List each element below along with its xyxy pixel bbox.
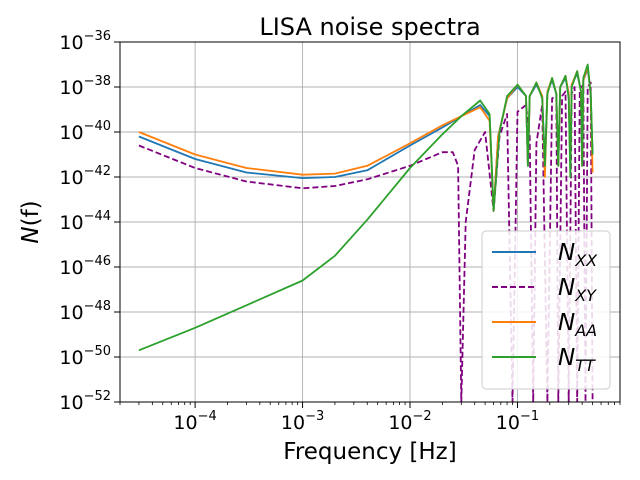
y-tick-exp: −48 <box>84 299 111 314</box>
legend-label-sub: XY <box>574 286 597 305</box>
y-tick-base: 10 <box>59 167 83 189</box>
y-tick-base: 10 <box>59 32 83 54</box>
legend-box <box>481 230 611 390</box>
legend-label-base: N <box>558 275 575 301</box>
legend-label-base: N <box>558 240 575 266</box>
y-tick-label: 10−52 <box>59 389 111 414</box>
y-tick-label: 10−44 <box>59 209 111 234</box>
x-axis-label: Frequency [Hz] <box>283 439 456 465</box>
x-tick-label: 10−2 <box>388 409 431 434</box>
y-tick-exp: −46 <box>84 254 111 269</box>
x-tick-exp: −1 <box>520 409 539 424</box>
y-tick-base: 10 <box>59 122 83 144</box>
y-tick-base: 10 <box>59 77 83 99</box>
series-layer <box>138 63 594 402</box>
x-tick-label: 10−4 <box>173 409 216 434</box>
series-line-tt <box>138 63 594 352</box>
y-axis-label-arg: (f) <box>18 200 44 226</box>
y-tick-exp: −42 <box>84 164 111 179</box>
x-tick-base: 10 <box>496 412 520 434</box>
x-tick-base: 10 <box>388 412 412 434</box>
legend-label: NXX <box>558 240 598 270</box>
y-axis-ticks: 10−5210−5010−4810−4610−4410−4210−4010−38… <box>59 29 120 414</box>
series-line-xy <box>138 81 594 402</box>
legend-label-sub: AA <box>574 321 597 340</box>
y-tick-exp: −50 <box>84 344 111 359</box>
y-tick-label: 10−50 <box>59 344 111 369</box>
y-tick-exp: −36 <box>84 29 111 44</box>
series-line-aa <box>138 65 594 212</box>
y-tick-label: 10−48 <box>59 299 111 324</box>
y-tick-base: 10 <box>59 212 83 234</box>
y-tick-exp: −44 <box>84 209 111 224</box>
y-tick-base: 10 <box>59 302 83 324</box>
x-tick-exp: −3 <box>305 409 324 424</box>
y-tick-base: 10 <box>59 257 83 279</box>
x-axis-ticks: 10−4 10−3 10−2 10−1 <box>119 402 621 434</box>
y-tick-base: 10 <box>59 392 83 414</box>
x-tick-label: 10−3 <box>281 409 324 434</box>
y-tick-base: 10 <box>59 347 83 369</box>
y-tick-label: 10−38 <box>59 74 111 99</box>
y-tick-label: 10−36 <box>59 29 111 54</box>
y-tick-label: 10−40 <box>59 119 111 144</box>
x-tick-base: 10 <box>173 412 197 434</box>
legend-label-sub: TT <box>575 356 596 375</box>
x-tick-exp: −4 <box>198 409 217 424</box>
x-tick-exp: −2 <box>413 409 432 424</box>
x-tick-label: 10−1 <box>496 409 539 434</box>
y-tick-exp: −40 <box>84 119 111 134</box>
legend-label-base: N <box>558 345 575 371</box>
legend-label-base: N <box>558 310 575 336</box>
legend-label: NXY <box>558 275 597 305</box>
series-line-xx <box>138 68 594 212</box>
y-tick-label: 10−46 <box>59 254 111 279</box>
y-axis-label-symbol: N <box>18 226 44 243</box>
y-tick-label: 10−42 <box>59 164 111 189</box>
y-tick-exp: −52 <box>84 389 111 404</box>
legend-label: NTT <box>558 345 596 375</box>
y-tick-exp: −38 <box>84 74 111 89</box>
y-axis-label: N(f) <box>18 200 44 243</box>
legend-label: NAA <box>558 310 597 340</box>
chart-title: LISA noise spectra <box>259 13 480 41</box>
legend-label-sub: XX <box>574 251 598 270</box>
x-tick-base: 10 <box>281 412 305 434</box>
